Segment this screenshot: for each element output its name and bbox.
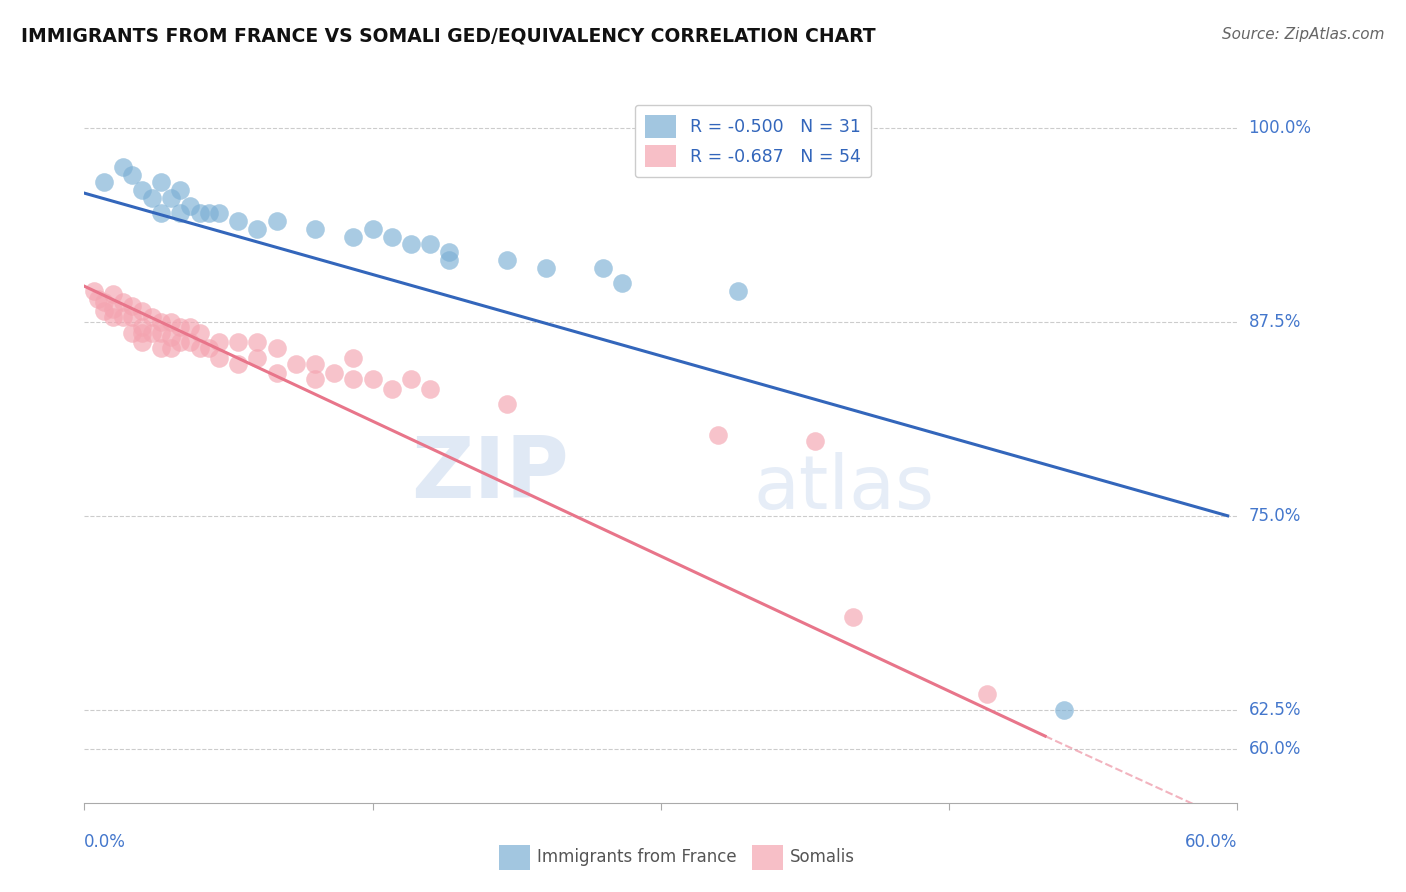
Point [399,237,422,252]
Point [83,284,105,298]
Point [141,191,163,205]
Point [103,287,124,301]
Point [188,206,211,220]
Point [121,310,143,325]
Point [496,397,519,411]
Point [150,175,173,189]
Point [266,214,288,228]
Point [179,198,201,212]
Text: 87.5%: 87.5% [1249,313,1301,331]
Point [111,310,134,325]
Point [842,609,865,624]
Point [727,284,749,298]
Point [707,428,730,442]
Point [496,252,519,267]
Point [439,252,461,267]
Point [179,334,201,349]
Point [93,304,115,318]
Point [121,299,143,313]
Text: IMMIGRANTS FROM FRANCE VS SOMALI GED/EQUIVALENCY CORRELATION CHART: IMMIGRANTS FROM FRANCE VS SOMALI GED/EQU… [21,27,876,45]
Point [141,326,163,340]
Point [150,341,173,355]
Point [381,382,404,396]
Point [103,302,124,317]
Point [159,315,183,329]
Point [131,334,153,349]
Point [266,366,288,380]
Point [361,222,384,236]
Point [226,357,249,371]
Point [266,341,288,355]
Text: ZIP: ZIP [411,433,568,516]
Point [188,326,211,340]
Point [323,366,346,380]
Point [179,319,201,334]
Point [111,294,134,309]
Point [103,310,124,325]
Point [131,183,153,197]
Point [803,434,825,449]
Point [439,245,461,260]
Point [169,183,191,197]
Point [141,310,163,325]
Point [121,168,143,182]
Point [342,372,364,386]
Text: 75.0%: 75.0% [1249,507,1301,524]
Point [87,292,110,306]
Text: atlas: atlas [754,452,934,525]
Point [93,175,115,189]
Point [208,351,231,365]
Text: 60.0%: 60.0% [1185,833,1237,851]
Legend: R = -0.500   N = 31, R = -0.687   N = 54: R = -0.500 N = 31, R = -0.687 N = 54 [634,105,872,178]
Point [208,206,231,220]
Point [534,260,557,275]
Point [159,330,183,344]
Point [150,315,173,329]
Point [976,687,998,701]
Point [304,372,326,386]
Text: 0.0%: 0.0% [84,833,127,851]
Point [304,357,326,371]
Point [1053,703,1076,717]
Point [226,214,249,228]
Point [419,237,441,252]
Point [381,229,404,244]
Point [419,382,441,396]
Text: Somalis: Somalis [790,848,855,866]
Point [246,334,269,349]
Point [150,206,173,220]
Point [159,191,183,205]
Point [342,229,364,244]
Point [188,341,211,355]
Point [131,319,153,334]
Point [159,341,183,355]
Text: 62.5%: 62.5% [1249,701,1301,719]
Point [612,276,634,290]
Point [198,341,221,355]
Point [111,160,134,174]
Point [131,326,153,340]
Point [169,206,191,220]
Text: Source: ZipAtlas.com: Source: ZipAtlas.com [1222,27,1385,42]
Point [208,334,231,349]
Point [169,334,191,349]
Point [361,372,384,386]
Point [121,326,143,340]
Point [93,294,115,309]
Point [246,351,269,365]
Point [246,222,269,236]
Point [342,351,364,365]
Point [150,326,173,340]
Point [226,334,249,349]
Point [169,319,191,334]
Point [304,222,326,236]
Point [198,206,221,220]
Text: 100.0%: 100.0% [1249,119,1312,137]
Text: Immigrants from France: Immigrants from France [537,848,737,866]
Point [131,304,153,318]
Point [592,260,614,275]
Point [284,357,307,371]
Text: 60.0%: 60.0% [1249,739,1301,757]
Point [399,372,422,386]
